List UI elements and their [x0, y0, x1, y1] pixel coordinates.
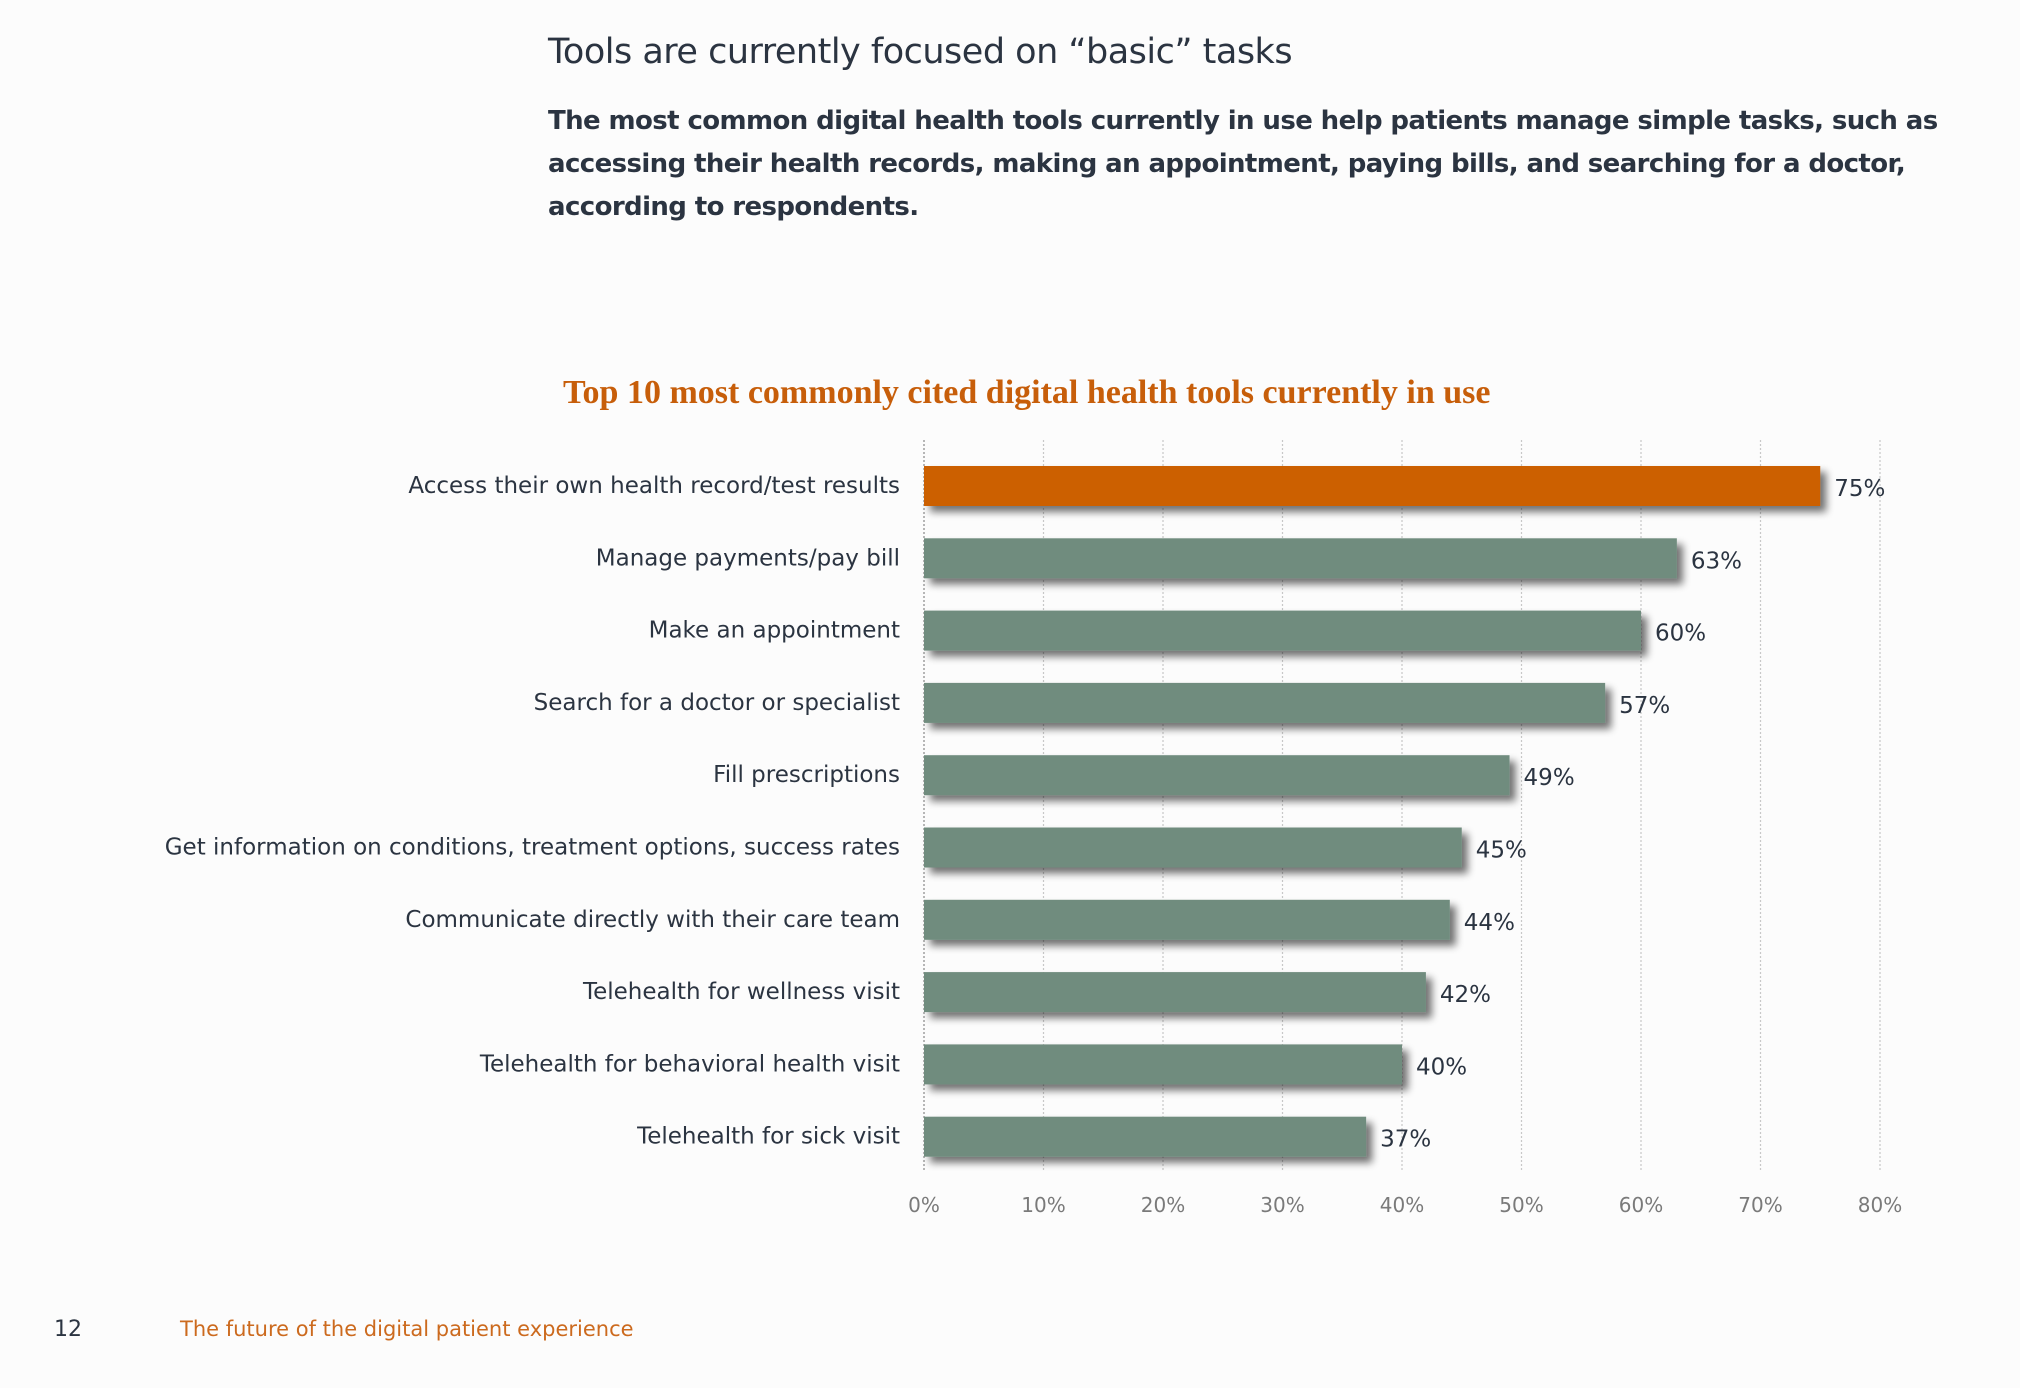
data-label: 49%: [1524, 765, 1575, 791]
data-label: 40%: [1416, 1054, 1467, 1080]
data-label: 45%: [1476, 838, 1527, 864]
x-tick-label: 0%: [908, 1193, 940, 1217]
chart-title: Top 10 most commonly cited digital healt…: [563, 374, 1491, 411]
x-tick-label: 10%: [1021, 1193, 1065, 1217]
bar: [924, 755, 1510, 796]
footer-title: The future of the digital patient experi…: [180, 1317, 634, 1341]
category-label: Telehealth for wellness visit: [582, 979, 900, 1005]
bar: [924, 899, 1450, 940]
data-label: 42%: [1440, 982, 1491, 1008]
data-label: 37%: [1380, 1127, 1431, 1153]
bar: [924, 538, 1677, 579]
category-label: Make an appointment: [649, 618, 900, 644]
bar: [924, 610, 1641, 651]
bar: [924, 1044, 1402, 1085]
data-label: 75%: [1834, 476, 1885, 502]
data-label: 63%: [1691, 548, 1742, 574]
x-tick-label: 40%: [1380, 1193, 1424, 1217]
bar: [924, 972, 1426, 1013]
bar: [924, 827, 1462, 868]
data-label: 57%: [1619, 693, 1670, 719]
category-label: Communicate directly with their care tea…: [405, 907, 900, 933]
category-label: Access their own health record/test resu…: [408, 473, 900, 499]
x-tick-label: 30%: [1260, 1193, 1304, 1217]
x-tick-label: 20%: [1141, 1193, 1185, 1217]
category-label: Get information on conditions, treatment…: [165, 835, 900, 861]
category-label: Manage payments/pay bill: [596, 545, 900, 571]
bar: [924, 466, 1821, 506]
page-heading: Tools are currently focused on “basic” t…: [548, 32, 1293, 72]
category-label: Telehealth for sick visit: [636, 1124, 900, 1150]
intro-paragraph: The most common digital health tools cur…: [548, 106, 1938, 222]
x-tick-label: 50%: [1499, 1193, 1543, 1217]
x-tick-label: 70%: [1738, 1193, 1782, 1217]
bar: [924, 682, 1606, 723]
category-label: Search for a doctor or specialist: [534, 690, 900, 716]
bar: [924, 1116, 1367, 1157]
page-number: 12: [54, 1317, 82, 1342]
x-tick-label: 60%: [1619, 1193, 1663, 1217]
x-tick-label: 80%: [1858, 1193, 1902, 1217]
data-label: 44%: [1464, 910, 1515, 936]
data-label: 60%: [1655, 621, 1706, 647]
category-label: Telehealth for behavioral health visit: [479, 1051, 900, 1077]
category-label: Fill prescriptions: [713, 762, 900, 788]
